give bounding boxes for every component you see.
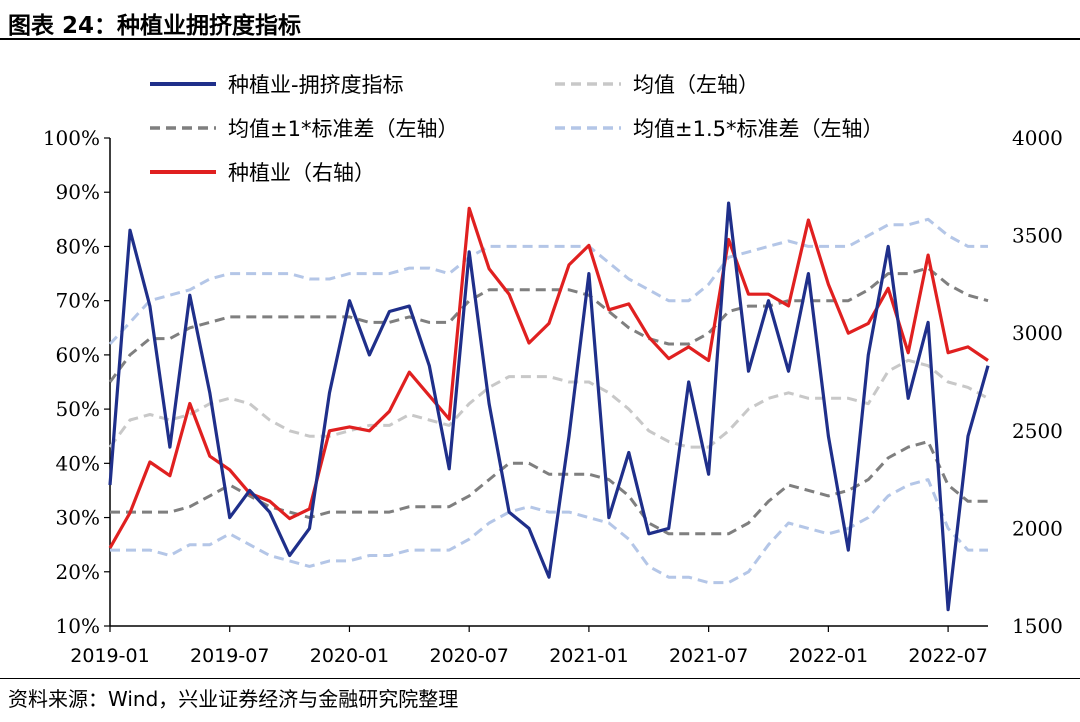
series-line-3 [110,440,988,536]
series-line-6 [108,206,989,549]
legend-label-0: 种植业-拥挤度指标 [228,73,404,97]
legend-label-6: 种植业（右轴） [228,161,375,185]
left-tick-label: 80% [56,234,100,258]
left-tick-label: 50% [56,397,100,421]
right-tick-label: 1500 [1012,614,1063,638]
legend-label-4: 均值±1.5*标准差（左轴） [633,117,884,141]
x-tick-label: 2021-07 [669,645,748,667]
left-tick-label: 90% [56,180,100,204]
left-tick-label: 30% [56,506,100,530]
series-line-5 [110,478,988,585]
chart-svg: 10% 20% 30% 40% 50% 60% 70% 80% 90% 100% 1500 2000 2… [43,73,1063,667]
left-tick-label: 70% [56,289,100,313]
legend-label-1: 均值（左轴） [633,73,759,97]
source-note: 资料来源：Wind，兴业证券经济与金融研究院整理 [8,687,459,711]
right-tick-label: 4000 [1012,126,1063,150]
x-tick-label: 2020-01 [310,645,389,667]
right-tick-label: 2500 [1012,419,1063,443]
right-tick-label: 3000 [1012,321,1063,345]
x-tick-label: 2021-01 [549,645,628,667]
legend-label-2: 均值±1*标准差（左轴） [228,117,458,141]
x-tick-label: 2020-07 [429,645,508,667]
right-tick-label: 3500 [1012,224,1063,248]
series-line-1 [108,358,989,449]
x-tick-label: 2019-01 [70,645,149,667]
right-tick-label: 2000 [1012,516,1063,540]
chart-title: 图表 24：种植业拥挤度指标 [8,13,302,39]
series-line-4 [108,217,988,346]
left-tick-label: 10% [56,614,100,638]
x-tick-label: 2022-01 [789,645,868,667]
left-tick-label: 100% [43,126,100,150]
left-tick-label: 40% [56,451,100,475]
source-divider [0,678,1080,679]
series-line-0 [108,201,990,612]
left-tick-label: 60% [56,343,100,367]
left-tick-label: 20% [56,560,100,584]
title-bar: 图表 24：种植业拥挤度指标 [0,0,1080,40]
x-tick-label: 2019-07 [190,645,269,667]
x-tick-label: 2022-07 [908,645,987,667]
